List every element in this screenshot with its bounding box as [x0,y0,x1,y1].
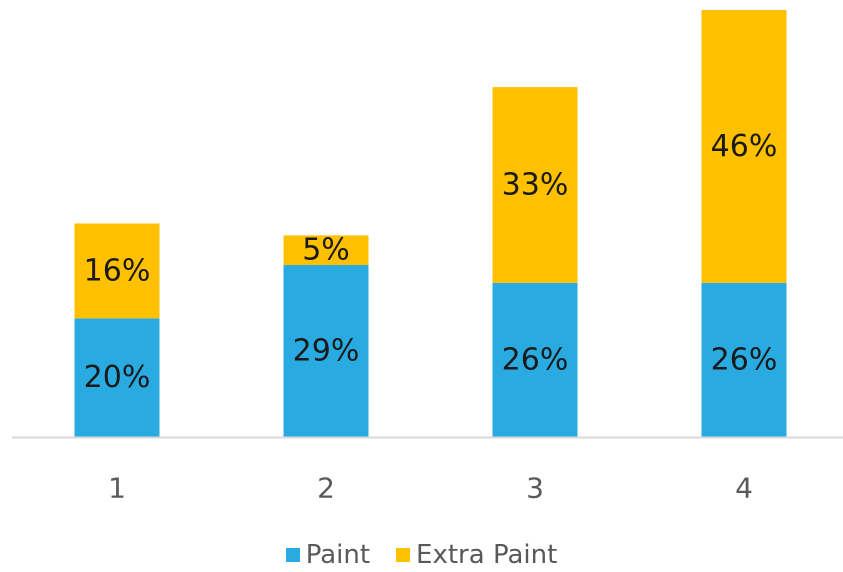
bars-layer [74,10,787,437]
bar-extra-paint-3 [492,87,578,283]
legend-swatch-paint [285,548,300,562]
x-tick-label-2: 2 [317,472,335,505]
legend-label-paint: Paint [305,540,371,570]
data-label-paint-4: 26% [711,342,778,377]
data-label-extra-paint-2: 5% [302,233,350,268]
data-label-paint-2: 29% [293,334,360,369]
data-label-paint-1: 20% [84,360,151,395]
x-tick-labels-layer: 1 2 3 4 [108,472,753,505]
data-label-extra-paint-1: 16% [84,253,151,288]
bar-extra-paint-1 [74,223,160,319]
legend-swatch-extra-paint [396,548,411,562]
bar-paint-3 [492,282,578,437]
legend: Paint Extra Paint [0,540,843,570]
data-label-extra-paint-3: 33% [502,167,569,202]
bar-extra-paint-4 [701,10,787,283]
bar-extra-paint-2 [283,235,369,266]
data-label-extra-paint-4: 46% [711,129,778,164]
x-tick-label-4: 4 [735,472,753,505]
x-tick-label-1: 1 [108,472,126,505]
legend-label-extra-paint: Extra Paint [416,540,558,570]
data-labels-layer: 20% 16% 29% 5% 26% 33% 26% 46% [84,129,778,395]
x-tick-label-3: 3 [526,472,544,505]
legend-item-extra-paint: Extra Paint [396,540,557,570]
bar-paint-4 [701,282,787,437]
legend-item-paint: Paint [285,540,371,570]
data-label-paint-3: 26% [502,342,569,377]
bar-paint-2 [283,265,369,437]
bar-paint-1 [74,318,160,437]
